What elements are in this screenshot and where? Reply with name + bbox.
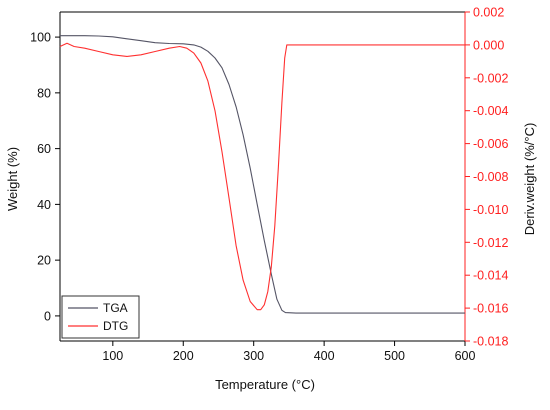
x-tick-label: 100 — [102, 349, 123, 363]
y-right-axis-ticks: 0.002 0.000 -0.002 -0.004 -0.006 -0.008 -0.010… — [465, 6, 508, 349]
y-right-tick-label: -0.014 — [473, 269, 508, 283]
legend-box — [61, 295, 140, 339]
x-axis-ticks: 100 200 300 400 500 600 — [102, 341, 475, 363]
series-line-tga — [60, 35, 465, 314]
x-tick-label: 600 — [455, 349, 476, 363]
y-left-axis-title: Weight (%) — [5, 147, 20, 211]
x-tick-label: 300 — [243, 349, 264, 363]
x-tick-label: 200 — [173, 349, 194, 363]
y-right-tick-label: -0.016 — [473, 302, 508, 316]
y-right-tick-label: 0.002 — [473, 6, 504, 20]
y-right-tick-label: -0.006 — [473, 137, 508, 151]
y-left-axis-ticks: 0 20 40 60 80 100 — [30, 31, 60, 323]
y-left-tick-label: 60 — [37, 142, 51, 156]
y-left-tick-label: 0 — [44, 309, 51, 323]
y-right-tick-label: -0.008 — [473, 170, 508, 184]
legend-label-tga: TGA — [103, 301, 128, 315]
series-lines — [59, 35, 465, 314]
y-right-axis-title: Deriv.weight (%/°C) — [522, 123, 537, 236]
y-right-tick-label: -0.010 — [473, 203, 508, 217]
y-right-tick-label: -0.012 — [473, 236, 508, 250]
legend-label-dtg: DTG — [103, 319, 128, 333]
plot-frame-group — [59, 11, 466, 342]
y-left-tick-label: 20 — [37, 254, 51, 268]
y-right-tick-label: -0.018 — [473, 335, 508, 349]
y-left-tick-label: 40 — [37, 198, 51, 212]
legend: TGA DTG — [61, 295, 140, 339]
y-left-tick-label: 100 — [30, 31, 51, 45]
y-right-tick-label: -0.004 — [473, 104, 508, 118]
y-right-tick-label: -0.002 — [473, 71, 508, 85]
series-line-dtg — [59, 42, 465, 311]
x-tick-label: 500 — [384, 349, 405, 363]
x-axis-title: Temperature (°C) — [215, 377, 315, 392]
y-right-tick-label: 0.000 — [473, 38, 504, 52]
y-left-tick-label: 80 — [37, 86, 51, 100]
x-tick-label: 400 — [314, 349, 335, 363]
